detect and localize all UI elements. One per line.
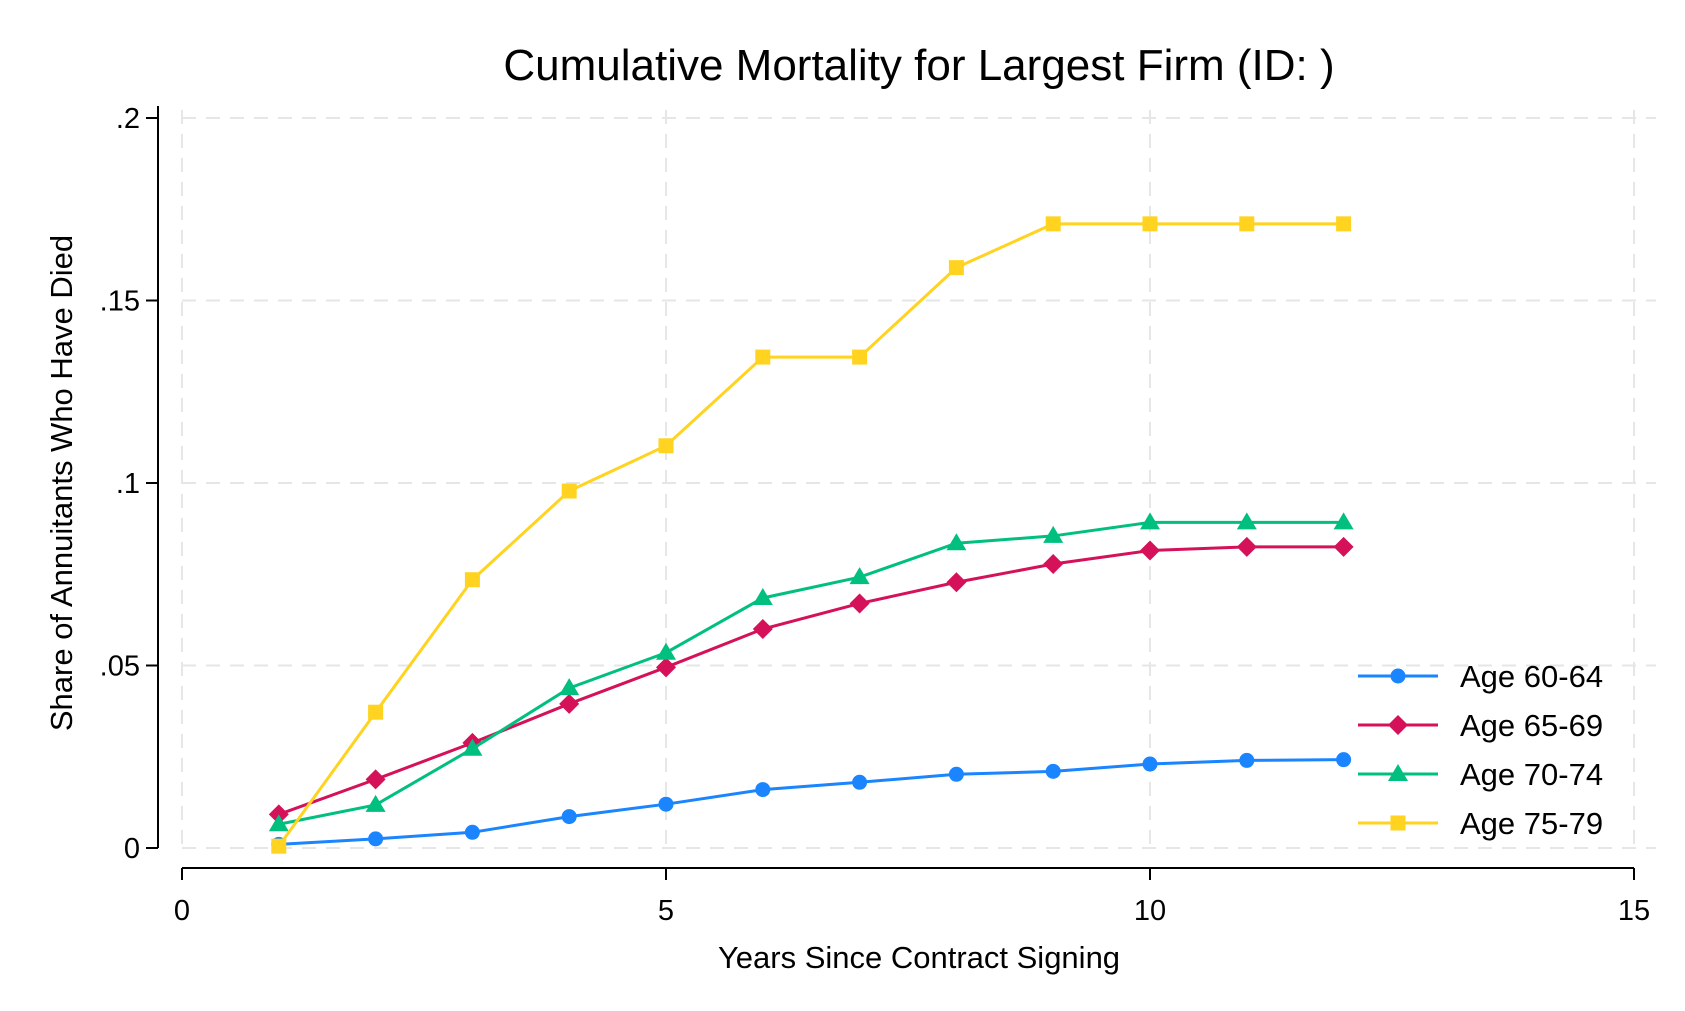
data-point: [1236, 536, 1257, 557]
data-point: [656, 657, 676, 678]
series-age-75-79: [271, 216, 1352, 854]
data-point: [946, 533, 967, 551]
legend-marker: [1390, 815, 1406, 831]
data-point: [658, 438, 674, 454]
series-line: [278, 545, 1344, 816]
data-point: [1142, 216, 1158, 232]
data-point: [1142, 756, 1158, 772]
data-point: [946, 572, 967, 593]
data-point: [365, 794, 386, 812]
data-point: [849, 567, 870, 585]
legend-label: Age 75-79: [1460, 806, 1603, 841]
legend-label: Age 70-74: [1460, 757, 1603, 792]
grid-lines: [181, 110, 1656, 852]
data-point: [752, 619, 773, 639]
legend-item: Age 65-69: [1358, 708, 1603, 743]
data-point: [271, 838, 287, 854]
x-axis-label: Years Since Contract Signing: [718, 940, 1120, 975]
data-point: [368, 704, 384, 720]
data-point: [561, 809, 577, 825]
data-point: [755, 349, 771, 365]
legend-label: Age 65-69: [1460, 708, 1603, 743]
data-point: [1043, 554, 1064, 575]
data-point: [1140, 540, 1160, 561]
data-point: [559, 693, 580, 714]
data-point: [561, 483, 577, 499]
y-tick-label: .1: [116, 468, 140, 500]
data-point: [948, 766, 964, 782]
data-point: [462, 738, 483, 756]
x-tick-label: 5: [658, 895, 674, 927]
legend-label: Age 60-64: [1460, 659, 1603, 694]
legend-marker: [1390, 668, 1406, 684]
x-tick-label: 10: [1134, 895, 1166, 927]
series-layer: [268, 216, 1354, 854]
series-line: [278, 758, 1344, 846]
data-point: [658, 796, 674, 812]
series-age-70-74: [268, 512, 1354, 832]
data-point: [1336, 752, 1352, 768]
data-point: [755, 782, 771, 798]
y-tick-label: 0: [124, 833, 140, 865]
data-point: [948, 260, 964, 276]
data-point: [1239, 216, 1255, 232]
data-point: [1140, 512, 1160, 530]
series-line: [277, 222, 1344, 848]
data-point: [1236, 512, 1257, 530]
legend-marker: [1388, 715, 1408, 735]
legend-item: Age 60-64: [1358, 659, 1603, 694]
legend-item: Age 70-74: [1358, 757, 1603, 792]
x-tick-label: 0: [174, 895, 190, 927]
axes: 0 5 10 15 0 .05 .1 .15 .2: [100, 103, 1650, 927]
data-point: [368, 831, 384, 847]
y-tick-label: .2: [116, 103, 140, 135]
data-point: [1333, 512, 1354, 530]
series-age-65-69: [268, 536, 1354, 825]
data-point: [1045, 216, 1061, 232]
legend-item: Age 75-79: [1358, 806, 1603, 841]
legend: Age 60-64 Age 65-69 Age 70-74 Age 75-79: [1358, 659, 1603, 841]
chart-title: Cumulative Mortality for Largest Firm (I…: [503, 41, 1334, 90]
data-point: [268, 814, 289, 832]
data-point: [559, 678, 580, 696]
y-axis-label: Share of Annuitants Who Have Died: [44, 235, 79, 731]
data-point: [752, 587, 773, 605]
data-point: [464, 572, 480, 588]
data-point: [1333, 536, 1354, 557]
data-point: [365, 769, 386, 790]
data-point: [1043, 525, 1064, 543]
data-point: [852, 349, 868, 365]
data-point: [656, 642, 676, 660]
x-tick-label: 15: [1618, 895, 1650, 927]
data-point: [849, 593, 870, 614]
data-point: [1336, 216, 1352, 232]
y-tick-label: .05: [100, 651, 140, 683]
series-line: [278, 520, 1344, 826]
y-tick-label: .15: [100, 286, 140, 318]
data-point: [1045, 763, 1061, 779]
data-point: [464, 824, 480, 840]
data-point: [1239, 752, 1255, 768]
series-age-60-64: [271, 752, 1352, 852]
data-point: [852, 774, 868, 790]
legend-marker: [1388, 764, 1408, 781]
